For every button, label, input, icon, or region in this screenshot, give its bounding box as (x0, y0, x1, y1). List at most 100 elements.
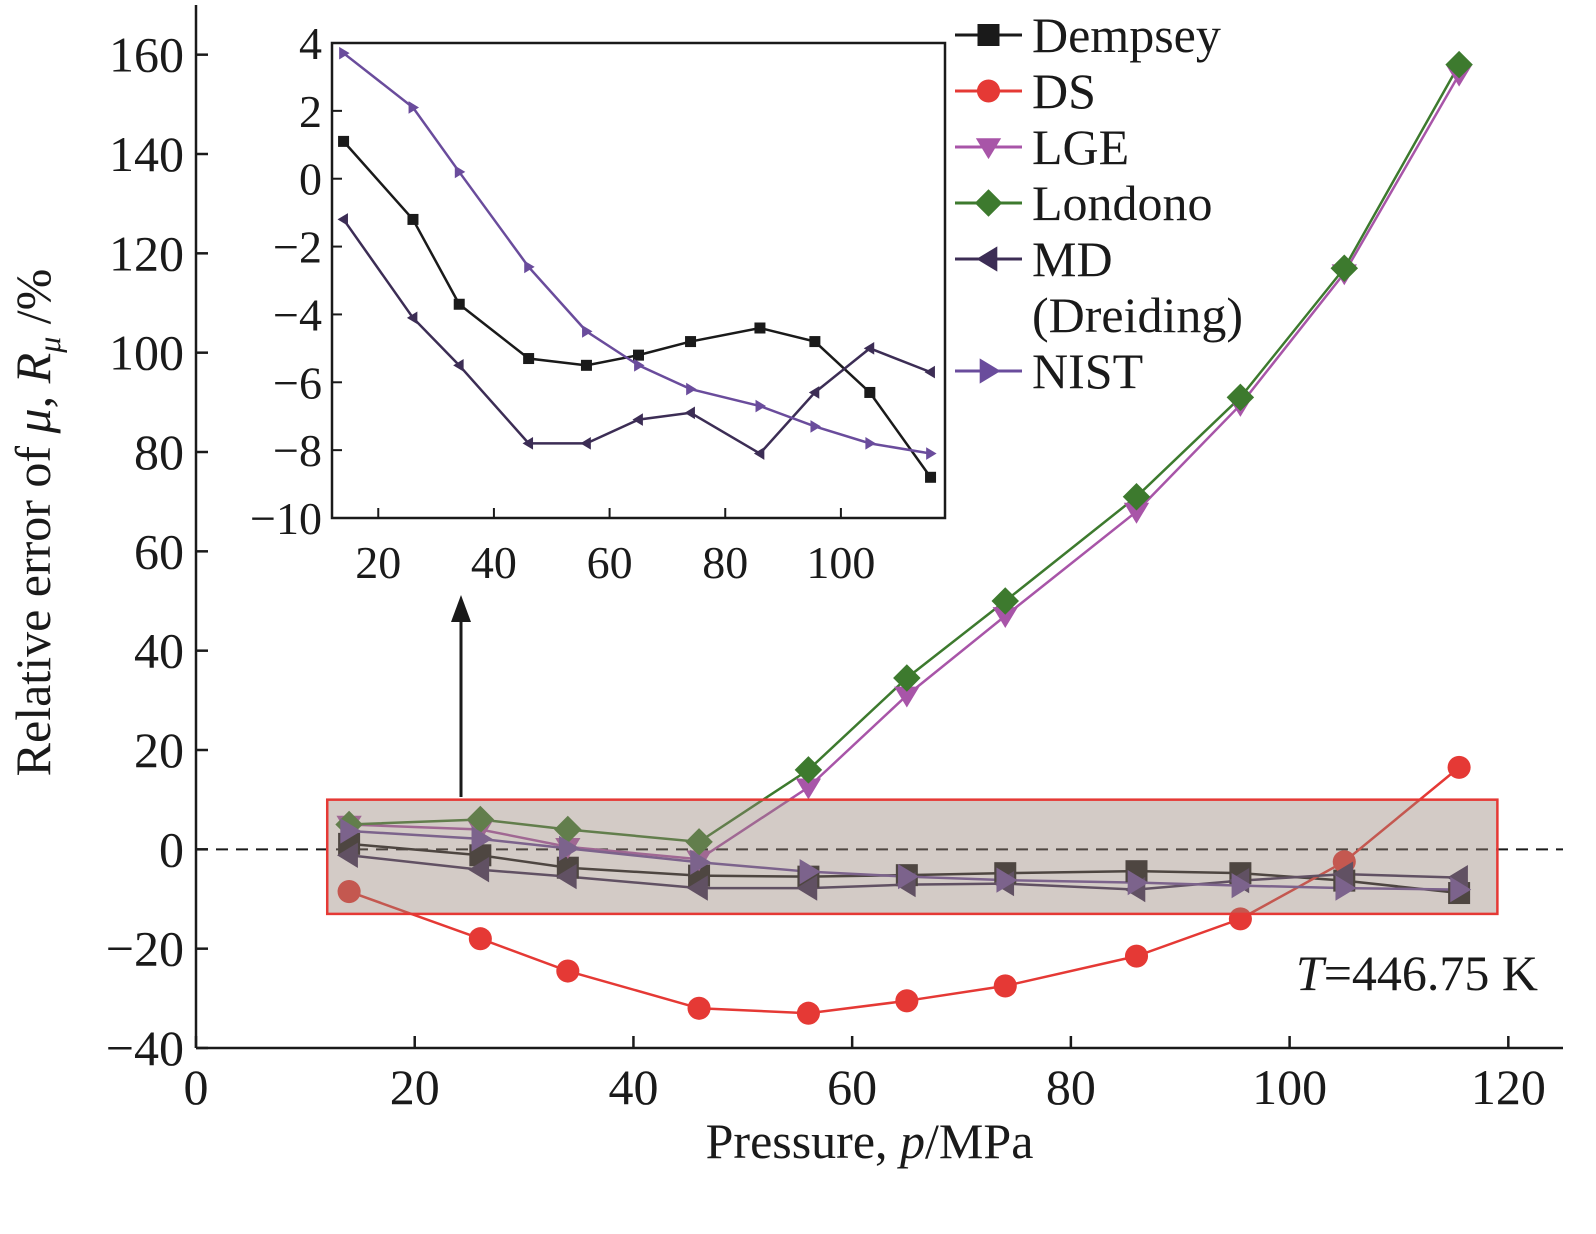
data-point (554, 815, 582, 844)
x-axis-title-symbol: p (897, 1113, 925, 1169)
x-tick-label: 60 (827, 1059, 877, 1115)
inset-data-point (407, 213, 419, 225)
data-point (1127, 869, 1149, 896)
x-axis-title-text: Pressure, (706, 1113, 900, 1169)
inset-data-point (865, 437, 876, 450)
x-tick-label: 120 (1471, 1059, 1546, 1115)
legend-label: MD (1032, 231, 1113, 287)
data-point (1445, 50, 1473, 79)
data-point (1231, 872, 1253, 899)
data-point (799, 859, 821, 885)
data-point (685, 828, 713, 856)
inset-data-point (453, 358, 464, 372)
inset-y-tick-label: −4 (273, 289, 322, 340)
inset-data-point (809, 336, 821, 348)
zoom-arrow-head (451, 595, 471, 622)
legend-marker (974, 189, 1003, 217)
data-point (556, 959, 580, 983)
data-point (337, 842, 358, 868)
inset-data-point (924, 365, 935, 379)
y-axis-title-R: R (5, 353, 61, 385)
y-axis-title-subscript: μ (31, 337, 67, 354)
data-point (686, 875, 708, 901)
inset-data-point (754, 322, 766, 334)
inset-y-tick-label: 2 (299, 86, 322, 137)
data-point (795, 778, 822, 800)
x-tick-label: 80 (1046, 1059, 1096, 1115)
data-point (468, 927, 492, 951)
y-axis-title-unit: /% (5, 269, 61, 337)
inset-data-point (925, 471, 937, 483)
inset-y-tick-label: −10 (250, 493, 322, 544)
data-point (1450, 876, 1472, 903)
y-axis-title: Relative error of μ, Rμ /% (5, 269, 67, 777)
legend-label: Dempsey (1032, 7, 1221, 63)
inset-data-point (632, 413, 643, 426)
inset-data-point (810, 420, 821, 433)
data-point (893, 664, 921, 692)
data-point (559, 835, 580, 861)
inset-x-tick-label: 100 (806, 537, 875, 588)
y-tick-label: −40 (106, 1020, 184, 1076)
legend-label: LGE (1032, 119, 1129, 175)
x-tick-label: 40 (608, 1059, 658, 1115)
inset-data-point (580, 359, 592, 371)
x-axis-title-unit: /MPa (925, 1113, 1033, 1169)
data-point (1330, 254, 1359, 282)
x-tick-label: 0 (184, 1059, 209, 1115)
data-point (794, 756, 823, 784)
inset-data-point (339, 46, 350, 60)
inset-y-tick-label: 0 (299, 154, 322, 205)
data-point (1226, 383, 1255, 412)
y-tick-label: −20 (106, 921, 184, 977)
data-point (796, 1001, 820, 1025)
legend-marker (976, 79, 1001, 103)
temperature-symbol: T (1296, 945, 1327, 1001)
data-point (687, 996, 711, 1020)
inset-data-point (864, 386, 876, 398)
y-tick-label: 20 (134, 722, 184, 778)
legend-marker (976, 246, 998, 272)
inset-data-point (337, 213, 348, 226)
x-axis-title: Pressure, p/MPa (706, 1113, 1034, 1169)
temperature-value: =446.75 K (1324, 945, 1538, 1001)
y-tick-label: 40 (134, 623, 184, 679)
inset-x-tick-label: 20 (355, 537, 401, 588)
data-point (894, 686, 920, 708)
data-point (895, 989, 919, 1013)
inset-y-tick-label: −2 (273, 222, 322, 273)
inset-data-point (863, 342, 875, 355)
y-axis-title-text: Relative error of (5, 433, 61, 776)
inset-data-point (582, 325, 593, 338)
inset-plot: −10 −8 −6 −4 −2 0 2 4 20 40 60 80 100 (250, 18, 947, 588)
legend-label: Londono (1032, 175, 1213, 231)
inset-data-point (684, 406, 695, 420)
data-point (1447, 755, 1471, 779)
inset-y-tick-label: −8 (273, 425, 322, 476)
data-point (1335, 875, 1357, 901)
y-tick-label: 120 (109, 225, 184, 281)
y-axis-title-sep: , (5, 383, 61, 408)
x-tick-label: 20 (390, 1059, 440, 1115)
y-tick-label: 60 (134, 523, 184, 579)
data-point (468, 857, 490, 883)
data-point (1124, 944, 1149, 968)
inset-data-point (524, 260, 535, 274)
inset-data-point (634, 358, 645, 372)
series-group: T=446.75 K (325, 50, 1538, 1025)
y-axis-title-mu: μ (5, 408, 61, 434)
x-tick-label: 100 (1252, 1059, 1327, 1115)
data-point (1447, 864, 1468, 891)
legend-label: (Dreiding) (1032, 287, 1243, 343)
inset-x-tick-label: 80 (702, 537, 748, 588)
legend-marker (977, 24, 1000, 46)
inset-data-point (453, 298, 465, 310)
legend-label: DS (1032, 63, 1096, 119)
inset-data-point (523, 353, 535, 365)
inset-data-point (686, 382, 697, 396)
data-point (993, 974, 1017, 998)
inset-data-point (338, 135, 350, 147)
inset-data-point (808, 386, 820, 399)
inset-frame (330, 41, 947, 520)
